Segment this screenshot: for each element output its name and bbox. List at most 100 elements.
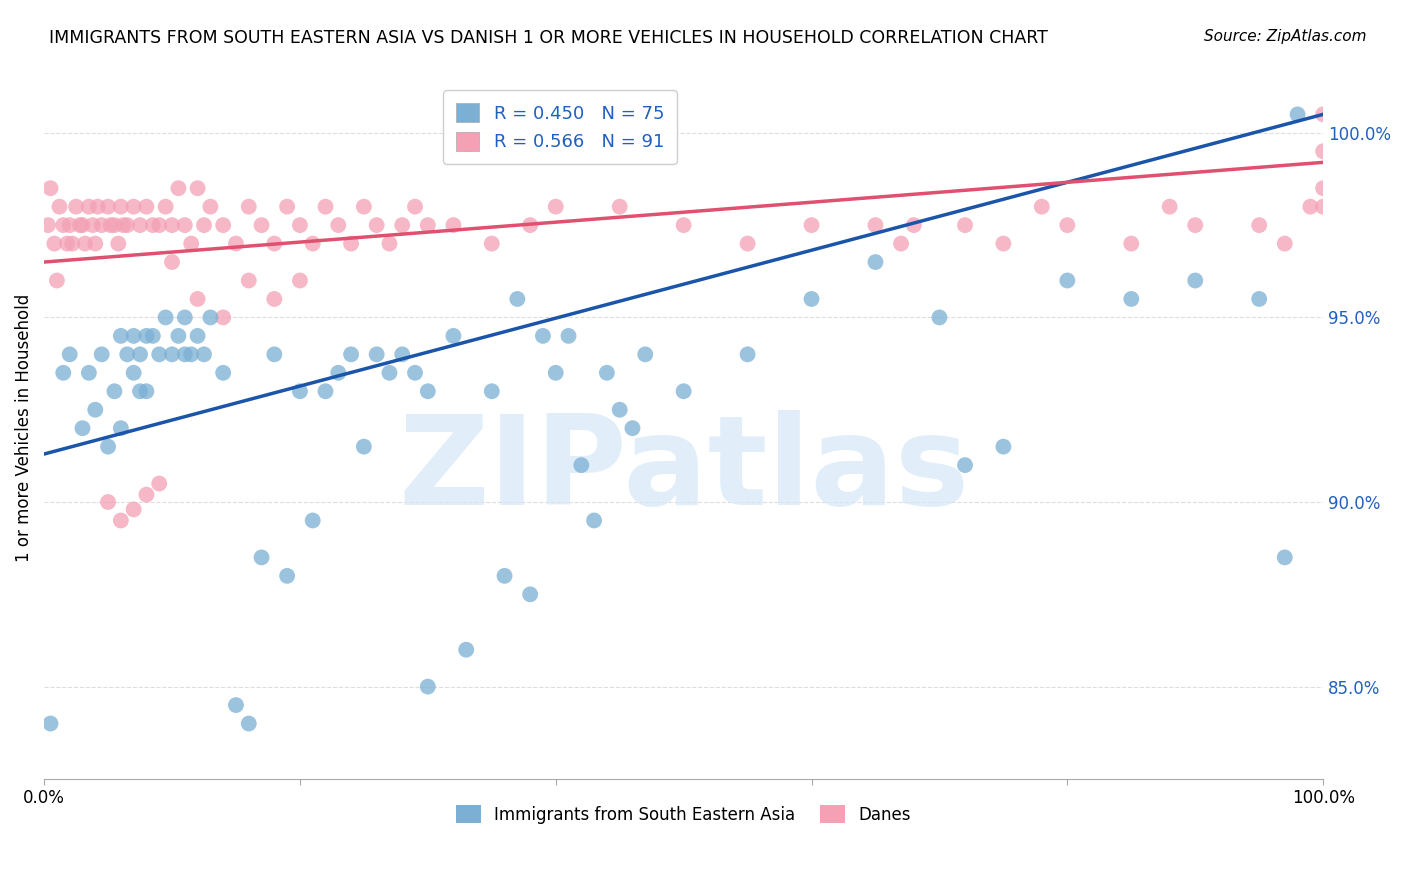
Point — [609, 402, 631, 417]
Point — [59, 218, 82, 232]
Point — [60, 236, 83, 251]
Point — [263, 292, 285, 306]
Point — [519, 587, 541, 601]
Point — [315, 200, 337, 214]
Point — [72, 421, 94, 435]
Point — [187, 292, 209, 306]
Point — [672, 218, 695, 232]
Point — [107, 236, 129, 251]
Point — [865, 218, 887, 232]
Point — [100, 218, 122, 232]
Point — [148, 218, 170, 232]
Point — [276, 569, 298, 583]
Point — [250, 218, 273, 232]
Point — [340, 236, 363, 251]
Point — [238, 200, 260, 214]
Point — [84, 236, 107, 251]
Text: IMMIGRANTS FROM SOUTH EASTERN ASIA VS DANISH 1 OR MORE VEHICLES IN HOUSEHOLD COR: IMMIGRANTS FROM SOUTH EASTERN ASIA VS DA… — [49, 29, 1047, 47]
Point — [481, 384, 503, 399]
Point — [1312, 107, 1334, 121]
Point — [135, 200, 157, 214]
Point — [129, 218, 152, 232]
Point — [993, 236, 1015, 251]
Point — [37, 218, 59, 232]
Point — [1274, 550, 1296, 565]
Point — [441, 218, 464, 232]
Point — [404, 200, 426, 214]
Point — [1249, 218, 1271, 232]
Point — [122, 502, 145, 516]
Point — [328, 218, 350, 232]
Point — [238, 716, 260, 731]
Point — [404, 366, 426, 380]
Point — [672, 384, 695, 399]
Point — [97, 440, 120, 454]
Point — [180, 347, 202, 361]
Point — [315, 384, 337, 399]
Point — [97, 495, 120, 509]
Point — [569, 458, 592, 472]
Point — [155, 200, 177, 214]
Point — [506, 292, 529, 306]
Point — [1312, 145, 1334, 159]
Point — [531, 329, 554, 343]
Point — [456, 642, 478, 657]
Point — [366, 347, 388, 361]
Point — [903, 218, 925, 232]
Point — [378, 366, 401, 380]
Point — [103, 218, 125, 232]
Point — [634, 347, 657, 361]
Point — [340, 347, 363, 361]
Point — [212, 218, 235, 232]
Point — [416, 384, 439, 399]
Point — [117, 218, 139, 232]
Point — [800, 292, 823, 306]
Point — [84, 402, 107, 417]
Point — [180, 236, 202, 251]
Point — [225, 698, 247, 712]
Text: ZIPatlas: ZIPatlas — [398, 409, 969, 531]
Point — [953, 458, 976, 472]
Point — [737, 347, 759, 361]
Point — [39, 716, 62, 731]
Point — [167, 329, 190, 343]
Point — [69, 218, 91, 232]
Point — [77, 366, 100, 380]
Point — [276, 200, 298, 214]
Point — [82, 218, 104, 232]
Point — [173, 218, 195, 232]
Point — [212, 366, 235, 380]
Point — [90, 347, 112, 361]
Point — [1159, 200, 1181, 214]
Point — [39, 181, 62, 195]
Point — [110, 329, 132, 343]
Point — [97, 200, 120, 214]
Point — [1312, 200, 1334, 214]
Point — [993, 440, 1015, 454]
Point — [263, 347, 285, 361]
Point — [135, 488, 157, 502]
Legend: Immigrants from South Eastern Asia, Danes: Immigrants from South Eastern Asia, Dane… — [446, 795, 921, 834]
Point — [173, 310, 195, 325]
Point — [200, 310, 222, 325]
Point — [288, 218, 311, 232]
Point — [48, 200, 70, 214]
Point — [1286, 107, 1309, 121]
Point — [1312, 181, 1334, 195]
Point — [112, 218, 135, 232]
Y-axis label: 1 or more Vehicles in Household: 1 or more Vehicles in Household — [15, 294, 32, 562]
Point — [621, 421, 644, 435]
Point — [544, 366, 567, 380]
Point — [173, 347, 195, 361]
Point — [583, 513, 606, 527]
Point — [1184, 218, 1206, 232]
Point — [187, 329, 209, 343]
Point — [87, 200, 110, 214]
Point — [117, 347, 139, 361]
Point — [1056, 218, 1078, 232]
Point — [110, 200, 132, 214]
Point — [328, 366, 350, 380]
Point — [800, 218, 823, 232]
Point — [193, 218, 215, 232]
Point — [142, 329, 165, 343]
